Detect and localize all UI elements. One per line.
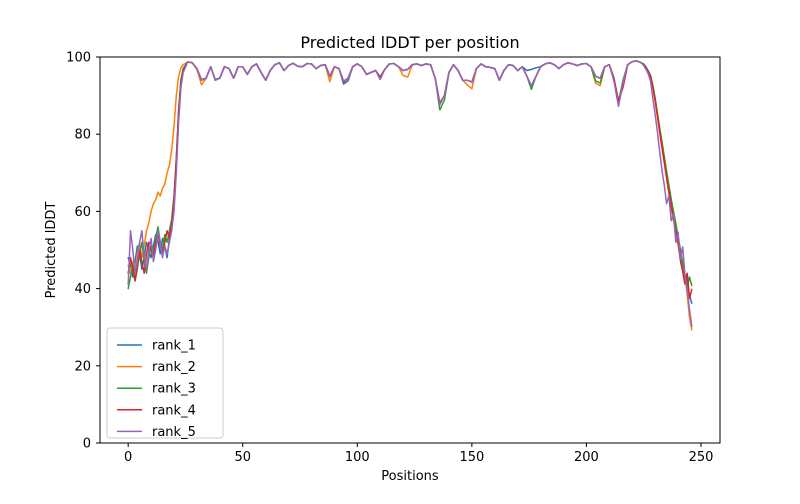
chart-title: Predicted lDDT per position — [300, 33, 519, 52]
x-tick-label: 150 — [459, 450, 484, 465]
x-axis-label: Positions — [381, 469, 439, 484]
y-tick-label: 80 — [74, 128, 91, 143]
plot-line-rank_4 — [127, 60, 693, 300]
x-tick-label: 100 — [345, 450, 370, 465]
y-tick-label: 100 — [66, 51, 91, 66]
y-tick-label: 20 — [74, 359, 91, 374]
x-tick-label: 0 — [124, 450, 132, 465]
plot-line-rank_3 — [127, 60, 693, 290]
legend-label-rank_4: rank_4 — [152, 403, 196, 418]
plot-line-rank_5 — [127, 60, 693, 328]
y-axis-label: Predicted lDDT — [44, 202, 59, 299]
y-tick-label: 0 — [83, 437, 91, 452]
legend-label-rank_3: rank_3 — [152, 382, 196, 397]
y-tick-label: 60 — [74, 205, 91, 220]
legend-label-rank_1: rank_1 — [152, 339, 196, 354]
x-tick-label: 200 — [574, 450, 599, 465]
plot-line-rank_2 — [127, 60, 693, 331]
legend-label-rank_5: rank_5 — [152, 425, 196, 440]
y-tick-label: 40 — [74, 282, 91, 297]
plot-area: 0 50 100 150 200 250 0 20 40 60 80 100 rank_1 rank_2r… — [66, 51, 721, 465]
axes-frame — [99, 56, 721, 444]
x-tick-label: 250 — [689, 450, 714, 465]
plot-line-rank_1 — [127, 60, 693, 305]
x-tick-label: 50 — [234, 450, 251, 465]
legend-label-rank_2: rank_2 — [152, 360, 196, 375]
